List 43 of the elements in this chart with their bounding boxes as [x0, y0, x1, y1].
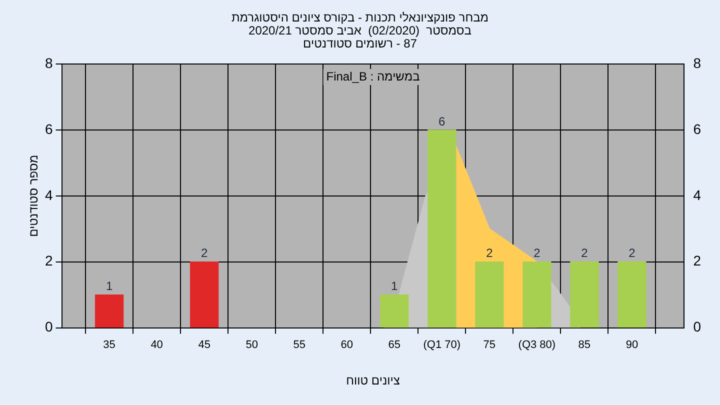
x-tick-label: 40	[150, 338, 163, 351]
bar	[475, 262, 504, 328]
data-label: 2	[628, 246, 636, 260]
x-tick-label: 60	[340, 338, 353, 351]
x-tick-label: 90	[626, 338, 638, 351]
bar	[380, 294, 409, 328]
y-tick-label: 2	[44, 252, 53, 269]
y-axis-title: מספר סטודנטים	[26, 154, 40, 237]
bar	[428, 130, 456, 328]
y2-tick-label: 8	[693, 54, 702, 71]
y2-tick-label: 4	[693, 186, 702, 203]
data-label: 2	[486, 246, 494, 260]
y2-tick-label: 2	[693, 252, 702, 269]
chart-subtitle: בסמסטר (02/2020) אביב סמסטר 2020/21 87 - רשומים סטודנטים	[248, 23, 472, 50]
y-tick-label: 4	[44, 186, 53, 203]
y-tick-label: 8	[44, 54, 53, 71]
x-tick-label: 85	[578, 338, 591, 351]
annotation: במשימה : Final_B	[326, 69, 420, 84]
y-tick-label: 6	[44, 120, 53, 137]
x-tick-label: 45	[198, 338, 210, 351]
data-label: 2	[534, 246, 541, 260]
y2-tick-label: 6	[693, 120, 702, 137]
chart-title: מבחר פונקציונאלי תכנות - בקורס ציונים היסטוגרמת	[231, 10, 489, 24]
bar	[190, 262, 219, 328]
x-axis-title: ציונים טווח	[346, 373, 400, 388]
bar	[570, 262, 599, 328]
y-tick-label: 0	[44, 318, 53, 335]
bar	[618, 262, 646, 328]
bar	[522, 262, 552, 328]
x-tick-label: 55	[293, 338, 306, 351]
x-tick-label: 50	[246, 338, 258, 351]
data-label: 1	[106, 279, 113, 294]
x-tick-label: 65	[388, 338, 401, 351]
x-tick-label: 75	[483, 338, 496, 351]
x-tick-label: (Q3 80)	[518, 338, 556, 351]
data-label: 1	[391, 279, 398, 294]
bar	[94, 294, 124, 328]
data-label: 2	[200, 246, 208, 260]
y2-tick-label: 0	[693, 318, 702, 335]
x-tick-label: 35	[103, 338, 116, 351]
x-tick-label: (Q1 70)	[423, 338, 461, 351]
data-label: 6	[438, 114, 446, 128]
data-label: 2	[581, 246, 588, 260]
